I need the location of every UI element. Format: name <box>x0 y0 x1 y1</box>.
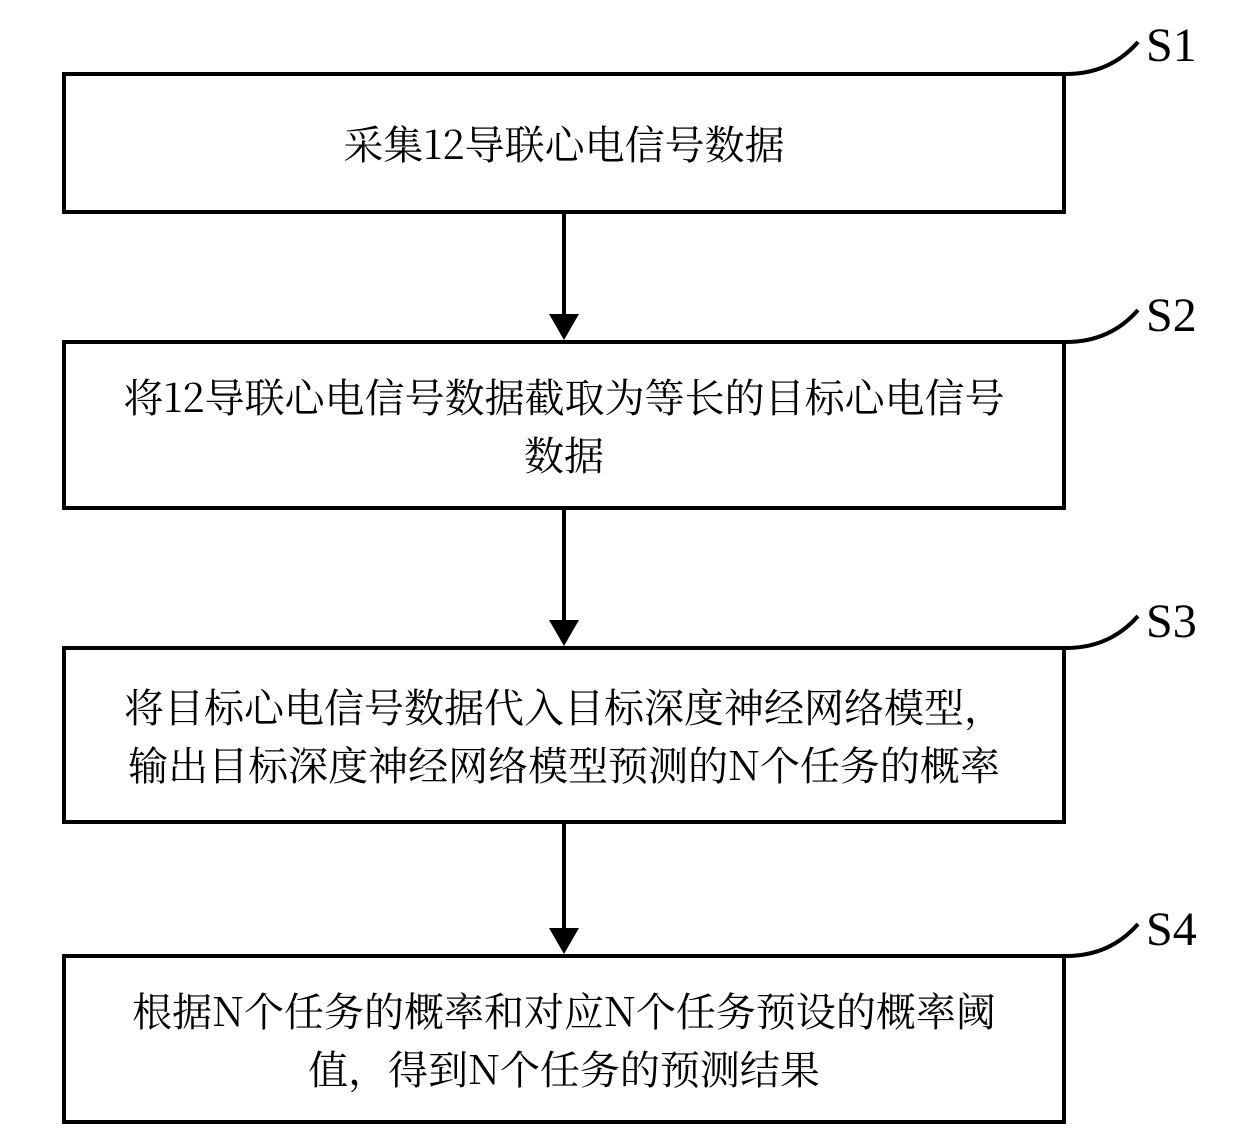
step-label-s4: S4 <box>1146 902 1197 957</box>
arrow-s2-s3 <box>549 510 579 646</box>
step-text-s3: 将目标心电信号数据代入目标深度神经网络模型， 输出目标深度神经网络模型预测的N个… <box>104 677 1024 793</box>
label-tail-s3 <box>1066 616 1138 648</box>
label-tail-s1 <box>1066 42 1138 74</box>
step-label-s3: S3 <box>1146 594 1197 649</box>
step-box-s4: 根据N个任务的概率和对应N个任务预设的概率阈 值，得到N个任务的预测结果 <box>62 954 1066 1124</box>
step-box-s1: 采集12导联心电信号数据 <box>62 72 1066 214</box>
label-tail-s2 <box>1066 310 1138 342</box>
step-text-s4: 根据N个任务的概率和对应N个任务预设的概率阈 值，得到N个任务的预测结果 <box>112 981 1016 1097</box>
step-box-s2: 将12导联心电信号数据截取为等长的目标心电信号 数据 <box>62 340 1066 510</box>
arrow-s1-s2 <box>549 214 579 340</box>
arrow-s3-s4 <box>549 824 579 954</box>
step-box-s3: 将目标心电信号数据代入目标深度神经网络模型， 输出目标深度神经网络模型预测的N个… <box>62 646 1066 824</box>
step-label-s2: S2 <box>1146 288 1197 343</box>
step-label-s1: S1 <box>1146 18 1197 73</box>
label-tail-s4 <box>1066 924 1138 956</box>
flowchart-canvas: 采集12导联心电信号数据 S1 将12导联心电信号数据截取为等长的目标心电信号 … <box>0 0 1240 1144</box>
step-text-s2: 将12导联心电信号数据截取为等长的目标心电信号 数据 <box>103 367 1024 483</box>
step-text-s1: 采集12导联心电信号数据 <box>323 114 804 172</box>
